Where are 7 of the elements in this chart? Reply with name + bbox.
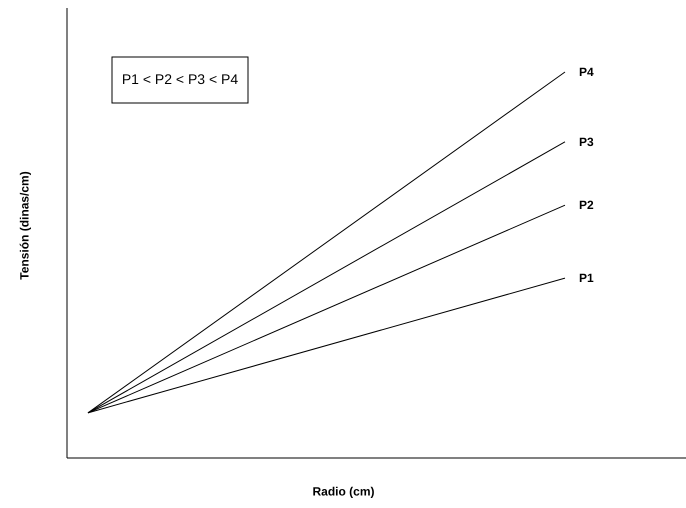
annotation: P1 < P2 < P3 < P4	[122, 71, 238, 87]
series-label: P3	[579, 134, 594, 149]
series-label: P2	[579, 198, 594, 212]
x-axis-title: Radio (cm)	[312, 484, 375, 498]
y-axis-title: Tensión (dinas/cm)	[18, 171, 32, 280]
series-label: P4	[579, 65, 594, 79]
series-label: P1	[579, 271, 594, 286]
